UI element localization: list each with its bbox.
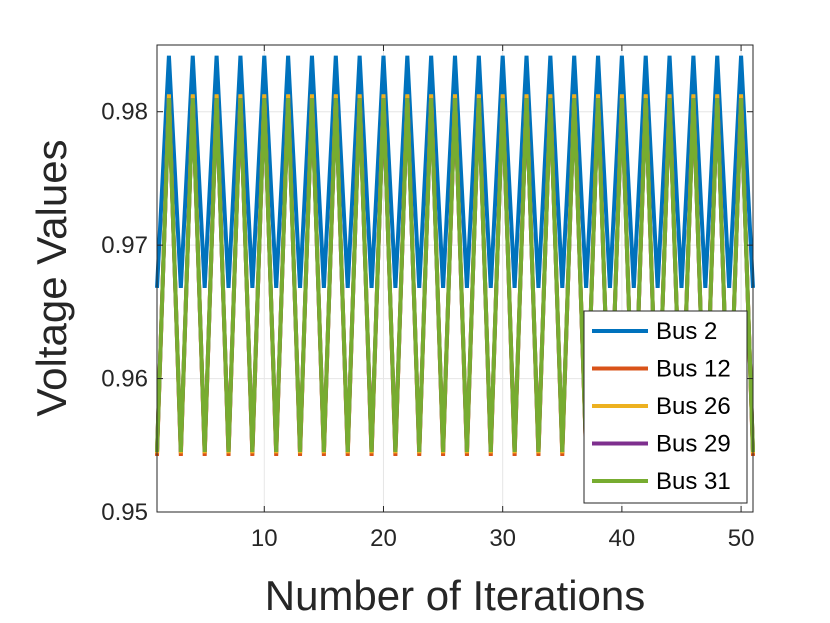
x-tick-label: 30 xyxy=(489,525,516,552)
series-line-bus-2 xyxy=(155,55,755,288)
legend-label-bus-26: Bus 26 xyxy=(656,393,731,420)
x-tick-label: 20 xyxy=(370,525,397,552)
legend-label-bus-12: Bus 12 xyxy=(656,356,731,383)
ticks: 10 20 30 40 50 0.95 0.96 0.97 0.98 xyxy=(101,45,754,552)
y-tick-label: 0.98 xyxy=(101,99,148,126)
y-tick-label: 0.97 xyxy=(101,232,148,259)
legend-label-bus-31: Bus 31 xyxy=(656,468,731,495)
x-tick-label: 40 xyxy=(609,525,636,552)
x-tick-label: 50 xyxy=(728,525,755,552)
y-tick-label: 0.96 xyxy=(101,366,148,393)
y-axis-title: Voltage Values xyxy=(28,139,75,416)
legend: Bus 2 Bus 12 Bus 26 Bus 29 Bus 31 xyxy=(583,310,748,504)
x-tick-label: 10 xyxy=(251,525,278,552)
legend-label-bus-2: Bus 2 xyxy=(656,318,717,345)
legend-label-bus-29: Bus 29 xyxy=(656,431,731,458)
y-tick-label: 0.95 xyxy=(101,499,148,526)
x-axis-title: Number of Iterations xyxy=(265,572,646,619)
axes-box xyxy=(156,44,754,513)
